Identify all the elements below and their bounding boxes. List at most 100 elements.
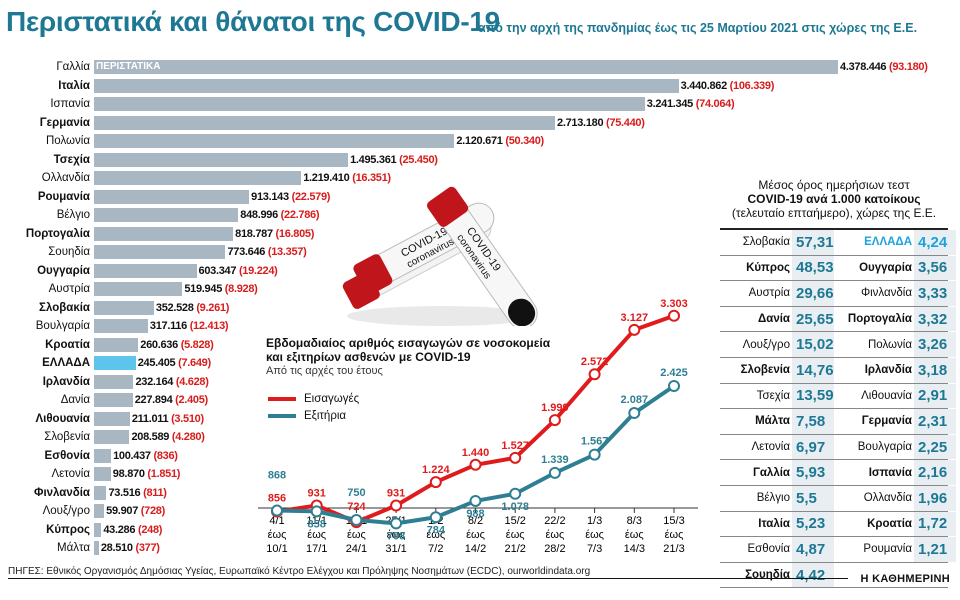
bar-value-label: 773.646 (13.357) — [227, 243, 306, 261]
bar-value-label: 519.945 (8.928) — [184, 280, 257, 298]
tests-cell: Κύπρος 48,53 — [720, 255, 834, 281]
tests-cell: Λιθουανία 2,91 — [834, 383, 956, 409]
tests-cell: Ρουμανία 1,21 — [834, 537, 956, 562]
brand-logo-text: Η ΚΑΘΗΜΕΡΙΝΗ — [860, 573, 950, 585]
tests-cell: Βέλγιο 5,5 — [720, 485, 834, 511]
bar-value-label: 3.241.345 (74.064) — [647, 95, 735, 113]
tests-row: Βέλγιο 5,5 Ολλανδία 1,96 — [720, 485, 956, 512]
tests-row: Τσεχία 13,59 Λιθουανία 2,91 — [720, 383, 956, 410]
bar-row-21: Εσθονία 100.437 (836) — [0, 447, 960, 465]
deaths-value: (13.357) — [267, 246, 307, 258]
bar-cases — [94, 189, 250, 204]
bar-row-19: Λιθουανία 211.011 (3.510) — [0, 410, 960, 428]
tests-value: 1,72 — [914, 511, 956, 537]
cases-value: 2.713.180 — [557, 116, 607, 129]
tests-row: Δανία 25,65 Πορτογαλία 3,32 — [720, 306, 956, 333]
footer-rule — [8, 578, 848, 579]
bar-cases — [94, 485, 107, 500]
bar-cases — [94, 448, 112, 463]
bar-cases — [94, 97, 645, 111]
bar-value-label: 818.787 (16.805) — [235, 225, 314, 243]
bar-country-label: Γαλλία — [56, 61, 90, 73]
cases-value: 98.870 — [112, 468, 148, 480]
cases-value: 2.120.671 — [456, 135, 506, 147]
tests-cell: Λετονία 6,97 — [720, 434, 834, 460]
tests-country: Ιρλανδία — [864, 364, 912, 377]
bar-value-label: 73.516 (811) — [108, 484, 166, 502]
tests-cell: Εσθονία 4,87 — [720, 537, 834, 562]
deaths-value: (22.579) — [291, 190, 331, 203]
tests-cell: Γαλλία 5,93 — [720, 460, 834, 485]
bar-value-label: 848.996 (22.786) — [240, 206, 319, 224]
bar-value-label: 208.589 (4.280) — [131, 428, 204, 446]
bar-row-10: Σουηδία 773.646 (13.357) — [0, 243, 960, 261]
tests-cell: Ιρλανδία 3,18 — [834, 357, 956, 383]
cases-value: 73.516 — [108, 486, 144, 499]
cases-value: 100.437 — [113, 449, 154, 462]
bar-value-label: 227.894 (2.405) — [135, 391, 208, 409]
tests-cell: Σουηδία 4,42 — [720, 562, 834, 588]
bar-country-label: Λιθουανία — [35, 412, 90, 425]
bar-country-label: Γερμανία — [39, 116, 90, 129]
bar-value-label: 245.405 (7.649) — [138, 354, 211, 372]
tests-country: Σουηδία — [745, 569, 790, 582]
cases-value: 3.440.862 — [680, 79, 730, 92]
tests-country: Σλοβακία — [742, 236, 790, 249]
cases-value: 245.405 — [137, 357, 179, 369]
tests-country: Εσθονία — [747, 543, 790, 556]
bar-cases — [94, 115, 556, 130]
bar-cases — [94, 300, 154, 315]
cases-value: 913.143 — [251, 190, 292, 203]
tests-value: 4,87 — [792, 537, 834, 562]
bar-country-label: Ιρλανδία — [42, 375, 90, 388]
deaths-value: (106.339) — [729, 79, 775, 92]
tests-value: 3,18 — [914, 357, 956, 383]
bar-value-label: 2.713.180 (75.440) — [557, 114, 645, 132]
legend-admissions-label: Εισαγωγές — [304, 392, 360, 405]
tests-value: 13,59 — [792, 383, 834, 409]
cases-value: 28.510 — [100, 542, 136, 554]
tests-cell: Κροατία 1,72 — [834, 511, 956, 537]
bar-cases — [94, 134, 455, 148]
tests-cell: Ιταλία 5,23 — [720, 511, 834, 537]
cases-value: 208.589 — [131, 431, 172, 443]
bar-row-26: Μάλτα 28.510 (377) — [0, 539, 960, 557]
bar-country-label: Πορτογαλία — [25, 227, 90, 240]
line-chart-legend: Εισαγωγές Εξιτήρια — [268, 390, 359, 424]
bar-row-7: Ρουμανία 913.143 (22.579) — [0, 188, 960, 206]
bar-cases — [94, 78, 679, 93]
bar-country-label: Τσεχία — [53, 153, 90, 166]
bar-country-label: Φινλανδία — [34, 486, 90, 499]
bar-series-label: ΠΕΡΙΣΤΑΤΙΚΑ — [96, 61, 161, 72]
tests-cell: Δανία 25,65 — [720, 306, 834, 332]
tests-value: 7,58 — [792, 409, 834, 434]
bar-country-label: Κύπρος — [46, 523, 90, 536]
tests-country: Κύπρος — [746, 261, 790, 274]
tests-value: 25,65 — [792, 306, 834, 332]
tests-row: Λετονία 6,97 Βουλγαρία 2,25 — [720, 434, 956, 461]
tests-cell: Βουλγαρία 2,25 — [834, 434, 956, 460]
tests-country: Βουλγαρία — [857, 441, 912, 454]
tests-cell: Ισπανία 2,16 — [834, 460, 956, 485]
bar-value-label: 28.510 (377) — [101, 539, 160, 557]
bar-value-label: 211.011 (3.510) — [132, 410, 204, 428]
bar-row-23: Φινλανδία 73.516 (811) — [0, 484, 960, 502]
deaths-value: (22.786) — [280, 209, 320, 221]
tests-value: 1,21 — [914, 537, 956, 562]
line-chart-subtitle: Από τις αρχές του έτους — [266, 365, 383, 377]
tests-country: Βέλγιο — [756, 492, 790, 505]
tests-country: Λιθουανία — [861, 389, 912, 402]
tests-country: Τσεχία — [756, 389, 790, 402]
tests-value: 2,31 — [914, 409, 956, 434]
legend-admissions: Εισαγωγές — [268, 390, 359, 407]
deaths-value: (75.440) — [606, 116, 645, 129]
tests-cell: Τσεχία 13,59 — [720, 383, 834, 409]
tests-row: Σουηδία 4,42 — [720, 562, 948, 589]
bar-row-1: Ιταλία 3.440.862 (106.339) — [0, 77, 960, 95]
bar-country-label: Βέλγιο — [56, 209, 90, 221]
tests-cell: ΕΛΛΑΔΑ 4,24 — [834, 230, 956, 255]
bar-country-label: Λετονία — [51, 468, 90, 480]
bar-value-label: 98.870 (1.851) — [112, 465, 181, 483]
bar-cases — [94, 282, 183, 296]
bar-row-12: Αυστρία 519.945 (8.928) — [0, 280, 960, 298]
